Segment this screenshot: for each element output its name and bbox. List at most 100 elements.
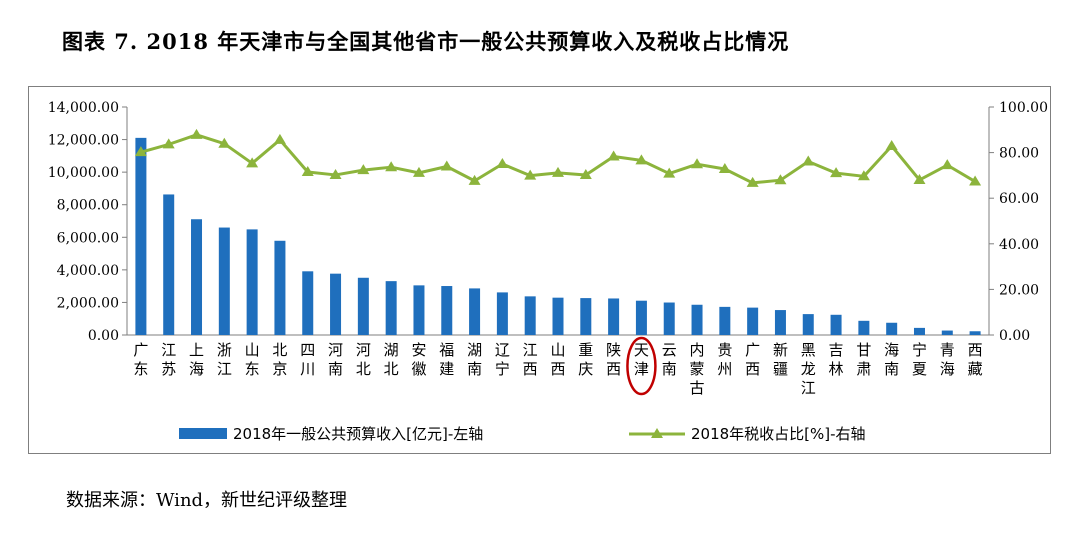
- bar: [802, 314, 814, 335]
- left-axis-tick-label: 0.00: [88, 328, 119, 344]
- category-label: 安徽: [411, 341, 426, 378]
- bar: [330, 273, 342, 335]
- bar: [608, 298, 620, 335]
- bar: [274, 240, 286, 335]
- line-point: [440, 160, 453, 171]
- line-point: [663, 167, 676, 178]
- line-point: [774, 174, 787, 185]
- line-point: [913, 173, 926, 184]
- line-point: [385, 161, 398, 172]
- bar: [496, 292, 508, 335]
- category-label: 贵州: [717, 341, 732, 378]
- bar: [886, 322, 898, 335]
- line-point: [412, 166, 425, 177]
- bar: [302, 271, 314, 335]
- line-point: [301, 165, 314, 176]
- line-point: [524, 169, 537, 180]
- category-label: 河南: [328, 341, 343, 378]
- line-point: [857, 170, 870, 181]
- category-label: 广东: [133, 341, 148, 378]
- bar: [163, 194, 175, 335]
- category-label: 内蒙古: [690, 341, 705, 397]
- line-point: [218, 137, 231, 148]
- bar: [552, 297, 564, 335]
- line-point: [190, 128, 203, 139]
- left-axis-tick-label: 10,000.00: [48, 165, 119, 181]
- bar: [774, 310, 786, 335]
- bar: [357, 277, 369, 335]
- category-label: 天津: [634, 341, 649, 378]
- category-label: 海南: [884, 341, 899, 378]
- line-point: [468, 174, 481, 185]
- bar: [469, 288, 481, 335]
- line-point: [246, 157, 259, 168]
- category-label: 湖北: [384, 341, 399, 378]
- category-label: 甘肃: [856, 341, 871, 378]
- left-axis-tick-label: 8,000.00: [57, 198, 119, 214]
- category-label: 新疆: [773, 341, 788, 378]
- line-point: [552, 166, 564, 177]
- legend-line-label: 2018年税收占比[%]-右轴: [691, 425, 866, 443]
- bar: [135, 137, 147, 335]
- bar: [441, 286, 453, 335]
- line-point: [802, 155, 815, 166]
- legend-line-marker: [651, 428, 663, 438]
- category-label: 黑龙江: [801, 341, 816, 397]
- category-label: 辽宁: [495, 341, 510, 378]
- category-label: 江苏: [161, 341, 176, 378]
- category-label: 广西: [745, 341, 760, 378]
- bar: [969, 331, 981, 335]
- line-point: [635, 154, 648, 165]
- bar: [747, 307, 759, 335]
- right-axis-tick-label: 0.00: [999, 328, 1030, 344]
- category-label: 山东: [245, 341, 260, 378]
- bar: [830, 314, 842, 335]
- line-point: [718, 163, 731, 174]
- bar: [246, 229, 258, 335]
- line-point: [162, 138, 175, 149]
- category-label: 陕西: [606, 341, 621, 378]
- bar: [663, 302, 675, 335]
- line-point: [357, 164, 370, 175]
- left-axis-tick-label: 14,000.00: [48, 100, 119, 116]
- category-label: 上海: [189, 341, 204, 378]
- line-point: [607, 150, 620, 161]
- line-point: [885, 139, 898, 150]
- category-label: 四川: [300, 341, 315, 378]
- bar: [941, 330, 953, 335]
- bar: [524, 296, 536, 335]
- bar: [719, 306, 731, 335]
- legend-bar-swatch: [179, 428, 227, 439]
- line-point: [746, 176, 759, 187]
- category-label: 青海: [940, 341, 955, 378]
- bar: [580, 298, 592, 335]
- right-axis-tick-label: 60.00: [999, 191, 1039, 207]
- right-axis-tick-label: 20.00: [999, 282, 1039, 298]
- line-point: [830, 167, 843, 178]
- left-axis-tick-label: 12,000.00: [48, 133, 119, 149]
- category-label: 浙江: [217, 341, 232, 378]
- line-point: [691, 158, 704, 169]
- bar: [385, 281, 397, 335]
- category-label: 山西: [550, 341, 565, 378]
- bar: [858, 320, 870, 335]
- figure-title: 图表 7. 2018 年天津市与全国其他省市一般公共预算收入及税收占比情况: [62, 29, 790, 54]
- bar: [691, 304, 703, 335]
- bar: [218, 227, 230, 335]
- category-label: 重庆: [578, 341, 593, 378]
- source-note: 数据来源：Wind，新世纪评级整理: [66, 490, 348, 511]
- left-axis-tick-label: 2,000.00: [57, 295, 119, 311]
- line-point: [134, 146, 147, 157]
- category-label: 福建: [439, 341, 454, 378]
- category-label: 云南: [662, 341, 677, 378]
- right-axis-tick-label: 80.00: [999, 146, 1039, 162]
- left-axis-tick-label: 6,000.00: [57, 230, 119, 246]
- category-label: 湖南: [467, 341, 482, 378]
- right-axis-tick-label: 100.00: [999, 100, 1048, 116]
- line-point: [496, 158, 509, 168]
- category-label: 河北: [356, 341, 371, 378]
- chart-frame: 0.00 2,000.00 4,000.00 6,000.00 8,000.00 10,0…: [28, 86, 1051, 454]
- bar: [913, 327, 925, 335]
- bar: [191, 219, 203, 335]
- category-label: 宁夏: [912, 341, 927, 378]
